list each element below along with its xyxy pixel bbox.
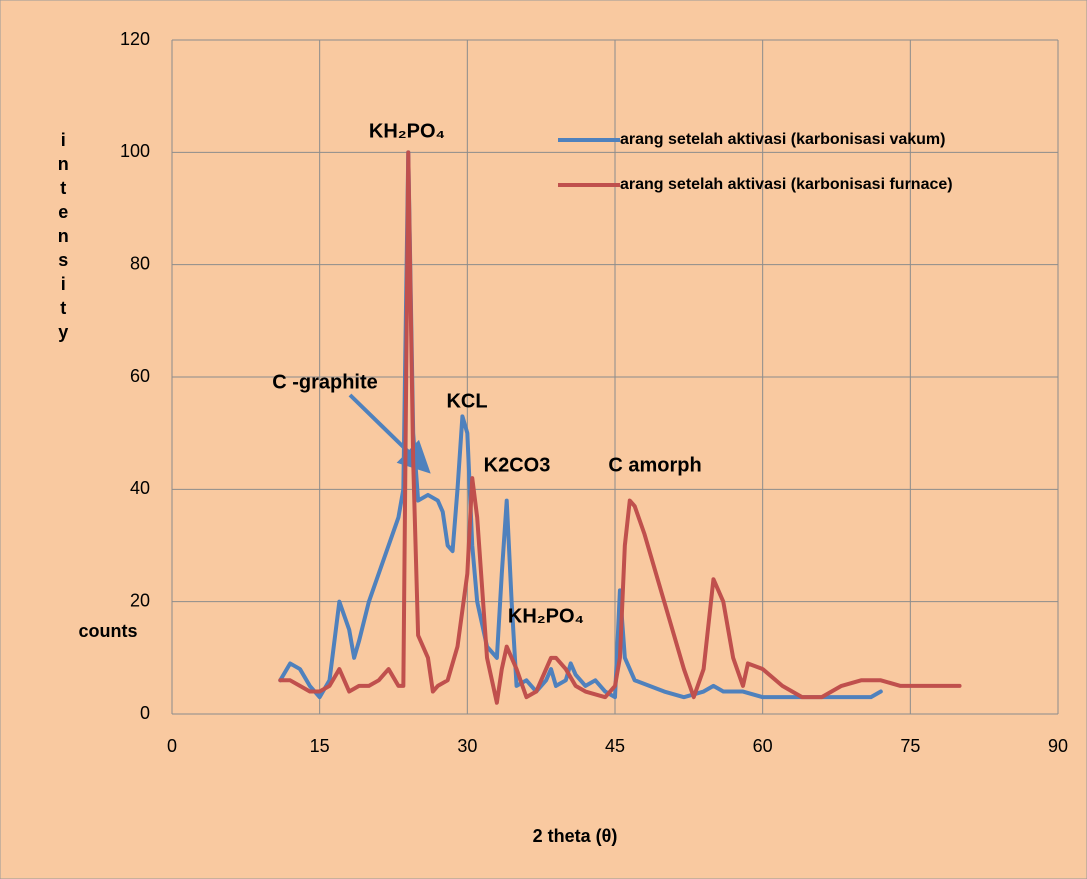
annotation: K2CO3 — [484, 454, 551, 476]
y-tick-label: 20 — [130, 590, 150, 610]
y-axis-unit: counts — [78, 621, 137, 641]
legend-label: arang setelah aktivasi (karbonisasi furn… — [620, 176, 953, 193]
y-tick-label: 60 — [130, 366, 150, 386]
x-tick-label: 75 — [900, 736, 920, 756]
annotation: C amorph — [608, 454, 701, 476]
x-tick-label: 30 — [457, 736, 477, 756]
x-tick-label: 0 — [167, 736, 177, 756]
line-series — [278, 150, 962, 705]
x-axis-label: 2 theta (θ) — [533, 826, 618, 846]
y-tick-label: 120 — [120, 29, 150, 49]
x-tick-label: 90 — [1048, 736, 1068, 756]
annotation: KH₂PO₄ — [508, 605, 584, 627]
line-series — [278, 150, 883, 700]
legend-label: arang setelah aktivasi (karbonisasi vaku… — [620, 131, 945, 148]
y-tick-label: 80 — [130, 253, 150, 273]
y-axis-label: intensity — [53, 130, 73, 346]
x-tick-label: 45 — [605, 736, 625, 756]
y-tick-label: 0 — [140, 703, 150, 723]
x-tick-label: 15 — [310, 736, 330, 756]
y-tick-label: 100 — [120, 141, 150, 161]
y-tick-label: 40 — [130, 478, 150, 498]
x-tick-label: 60 — [753, 736, 773, 756]
annotation: KH₂PO₄ — [369, 120, 445, 142]
annotation: KCL — [446, 390, 487, 412]
annotation: C -graphite — [272, 371, 378, 393]
